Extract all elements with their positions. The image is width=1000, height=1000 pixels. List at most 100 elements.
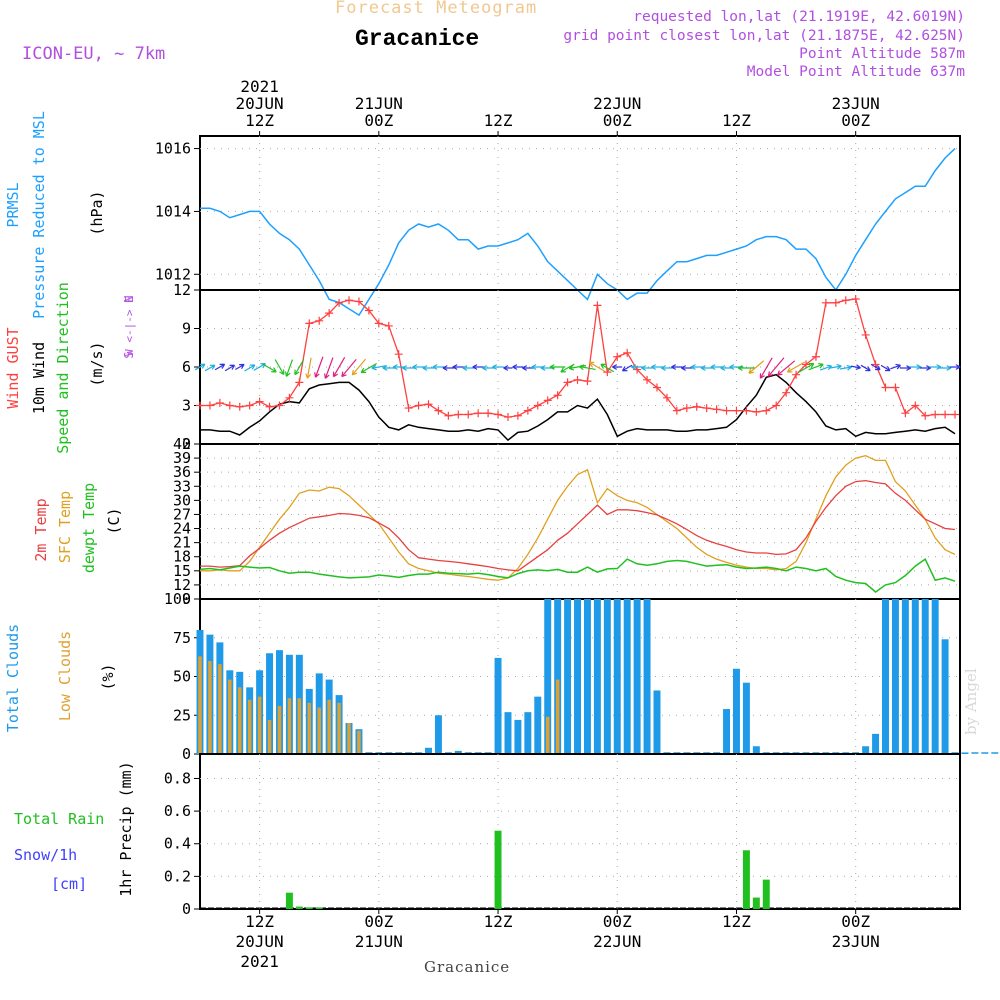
rain-bar: [762, 879, 770, 909]
ytick-label: 1016: [155, 140, 191, 158]
gust-marker: [265, 402, 274, 411]
ytick-label: 3: [182, 397, 191, 415]
total-cloud-bar: [931, 599, 939, 754]
low-cloud-bar: [297, 698, 302, 754]
low-cloud-bar: [555, 679, 560, 754]
top-axis-hour: 00Z: [603, 111, 632, 130]
ytick-label: 6: [182, 358, 191, 376]
chart-subtitle: Forecast Meteogram: [335, 0, 538, 18]
total-cloud-bar: [941, 639, 949, 754]
total-cloud-bar: [961, 752, 969, 754]
wind-direction-arrow: [786, 361, 806, 373]
gust-marker: [374, 319, 383, 328]
wind-direction-arrow: [235, 363, 245, 371]
total-cloud-bar: [643, 599, 651, 754]
gust-marker: [702, 404, 711, 413]
low-cloud-bar: [277, 705, 282, 754]
total-cloud-bar: [504, 712, 512, 754]
panel-4-frame: [199, 753, 961, 910]
total-cloud-bar: [603, 599, 611, 754]
ylabel-pressure: Pressure Reduced to MSL: [30, 111, 48, 319]
gust-markers: [196, 294, 960, 422]
total-cloud-bar: [723, 709, 731, 754]
gust-marker: [464, 410, 473, 419]
wind-direction-arrow: [568, 364, 586, 371]
model-altitude: Model Point Altitude 637m: [746, 64, 965, 80]
bottom-axis-year: 2021: [240, 952, 279, 971]
ytick-label: 1014: [155, 202, 191, 220]
wind-direction-arrow: [285, 359, 294, 377]
gust-marker: [782, 388, 791, 397]
rain-bar: [494, 830, 502, 909]
gust-marker: [851, 294, 860, 303]
gust-marker: [364, 306, 373, 315]
gust-marker: [752, 407, 761, 416]
wind-direction-arrow: [482, 365, 494, 371]
gust-marker: [821, 298, 830, 307]
total-cloud-bar: [872, 733, 880, 754]
panel-0: 1012 1014 1016 PRMSL Pressure Reduced to MSL…: [4, 111, 961, 319]
wind-direction-arrow: [274, 359, 285, 376]
label-snow: Snow/1h: [14, 846, 77, 864]
wind-direction-arrow: [262, 363, 277, 373]
wind-direction-arrow: [422, 365, 435, 371]
gust-marker: [394, 350, 403, 359]
gust-marker: [335, 298, 344, 307]
panel-4-grid: 0 0.2 0.4 0.6 0.8: [164, 754, 960, 918]
ylabel-2m-temp: 2m Temp: [32, 498, 50, 561]
total-cloud-bar: [613, 599, 621, 754]
gust-marker: [802, 360, 811, 369]
wind-direction-arrow: [214, 363, 226, 371]
total-cloud-bar: [454, 750, 462, 754]
top-axis-date: 21JUN: [355, 94, 403, 113]
ytick-label: 50: [173, 668, 191, 686]
ytick-label: 100: [164, 590, 191, 608]
ytick-label: 0: [182, 745, 191, 763]
wind-direction-arrow: [729, 364, 744, 370]
footer-station: Gracanice: [424, 958, 511, 976]
gust-marker: [613, 352, 622, 361]
wind-direction-arrow: [839, 364, 852, 371]
low-cloud-bar: [347, 723, 351, 754]
wind-direction-arrow: [797, 362, 815, 373]
gust-marker: [583, 377, 592, 386]
wind-direction-arrow: [351, 358, 367, 376]
panel-3-grid: 0 25 50 75 100: [164, 590, 960, 763]
gust-marker: [414, 401, 423, 410]
gust-marker: [484, 409, 493, 418]
wind-direction-arrow: [402, 365, 415, 371]
wind-direction-arrow: [767, 357, 785, 377]
gust-marker: [662, 393, 671, 402]
wind-gust-line: [200, 298, 955, 418]
gust-marker: [384, 321, 393, 330]
wind-direction-arrow: [224, 364, 236, 372]
low-cloud-bar: [545, 716, 550, 754]
gust-marker: [623, 348, 632, 357]
gust-marker: [235, 402, 244, 411]
wind-direction-arrow: [600, 363, 615, 373]
compass-north: N: [122, 295, 136, 302]
wind-direction-arrow: [612, 364, 623, 370]
wind-direction-arrow: [522, 365, 534, 371]
low-cloud-bar: [357, 730, 361, 754]
wind-direction-arrow: [759, 357, 773, 379]
total-cloud-bar: [732, 668, 740, 754]
wind-direction-arrow: [294, 359, 305, 376]
wind-direction-arrow: [748, 360, 765, 374]
ylabel-total-clouds: Total Clouds: [4, 624, 22, 732]
gust-marker: [881, 383, 890, 392]
total-cloud-bar: [911, 599, 919, 754]
wind-direction-arrow: [392, 364, 405, 370]
low-cloud-bar: [337, 702, 341, 754]
low-cloud-bar: [287, 698, 292, 754]
ytick-label: 39: [173, 449, 191, 467]
ytick-label: 15: [173, 562, 191, 580]
wind-direction-arrow: [949, 364, 961, 370]
total-cloud-bar: [425, 747, 432, 754]
gust-marker: [404, 404, 413, 413]
wind-direction-arrow: [860, 364, 871, 372]
wind-direction-arrow: [382, 365, 395, 371]
gust-marker: [196, 401, 204, 410]
